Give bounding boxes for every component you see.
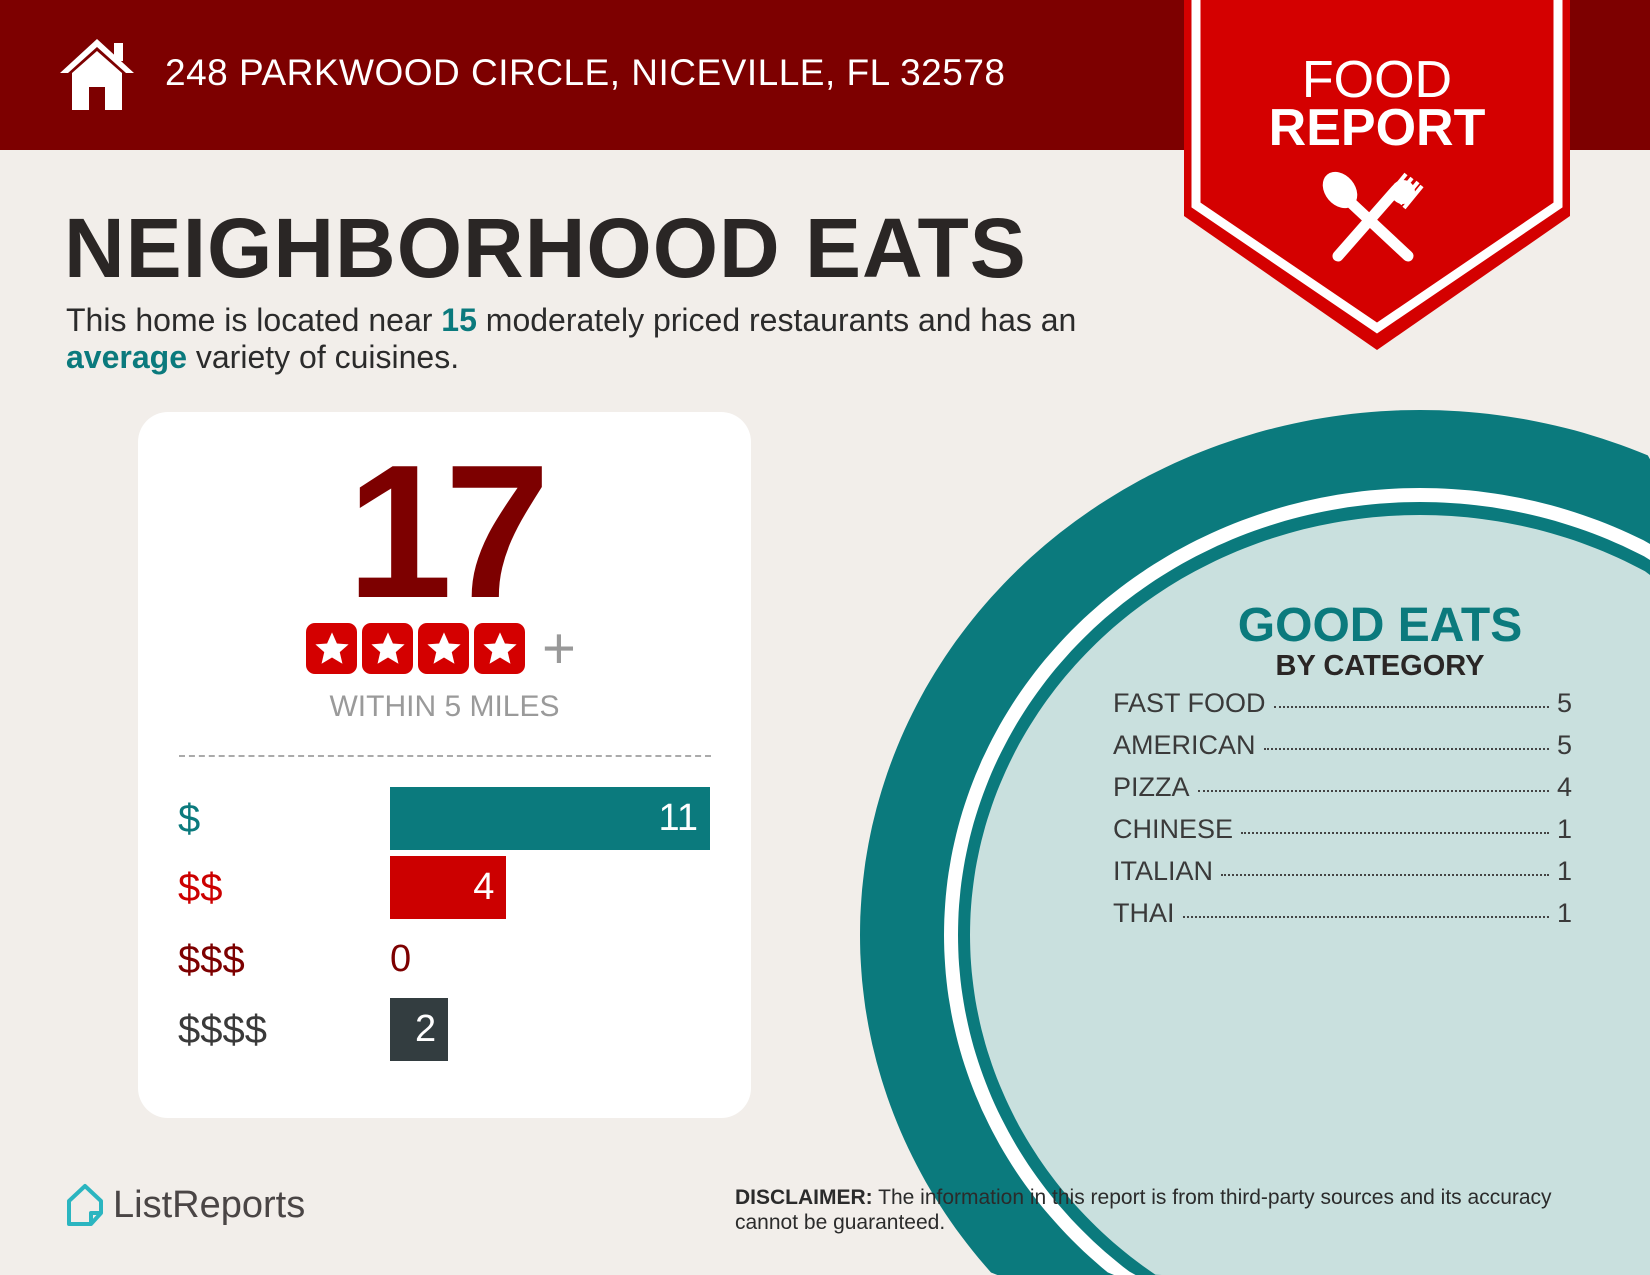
dot-leader: [1263, 748, 1549, 750]
price-row: $$$ 0: [178, 928, 711, 991]
category-name: FAST FOOD: [1113, 688, 1266, 718]
plate-center: [970, 515, 1650, 1275]
star-rating: +: [306, 615, 576, 681]
category-name: THAI: [1113, 898, 1175, 928]
price-row: $$$$ 2: [178, 998, 711, 1061]
ribbon-title-report: REPORT: [1268, 99, 1486, 157]
dot-leader: [1197, 790, 1549, 792]
category-name: ITALIAN: [1113, 856, 1214, 886]
category-name: PIZZA: [1113, 772, 1190, 802]
plus-sign: +: [542, 615, 576, 681]
utensils-icon: [1322, 171, 1424, 262]
category-item: AMERICAN 5: [1113, 730, 1572, 761]
listreports-logo: ListReports: [65, 1183, 305, 1227]
price-row: $$ 4: [178, 856, 711, 919]
category-item: THAI 1: [1113, 898, 1572, 929]
logo-text: ListReports: [113, 1183, 306, 1226]
category-count: 4: [1556, 772, 1572, 802]
category-count: 1: [1556, 814, 1572, 844]
category-count: 5: [1556, 730, 1572, 760]
category-count: 1: [1556, 856, 1572, 886]
category-item: PIZZA 4: [1113, 772, 1572, 803]
dot-leader: [1182, 916, 1549, 918]
category-name: AMERICAN: [1113, 730, 1256, 760]
ribbon-title-food: FOOD: [1301, 51, 1453, 109]
property-address: 248 PARKWOOD CIRCLE, NICEVILLE, FL 32578: [165, 52, 1006, 93]
category-item: CHINESE 1: [1113, 814, 1572, 845]
category-item: FAST FOOD 5: [1113, 688, 1572, 719]
listreports-logo-icon: [67, 1184, 103, 1226]
price-level-label: $: [178, 797, 201, 841]
category-count: 5: [1556, 688, 1572, 718]
distance-label: WITHIN 5 MILES: [329, 690, 560, 723]
price-level-label: $$$$: [178, 1008, 267, 1052]
categories-title: GOOD EATS: [1237, 599, 1523, 652]
food-report-ribbon: [1184, 0, 1570, 350]
star-icon: [418, 623, 469, 674]
restaurant-total: 17: [346, 426, 550, 638]
star-icon: [474, 623, 525, 674]
category-item: ITALIAN 1: [1113, 856, 1572, 887]
price-level-label: $$$: [178, 938, 245, 982]
dot-leader: [1241, 832, 1549, 834]
categories-subtitle: BY CATEGORY: [1275, 650, 1485, 682]
summary-card: 17 + WITHIN 5 MILES $11 $$ 4 $$$ 0 $$$$ 2: [138, 412, 751, 1118]
dot-leader: [1273, 706, 1549, 708]
star-icon: [306, 623, 357, 674]
dot-leader: [1221, 874, 1549, 876]
price-bar: 4: [390, 856, 507, 919]
price-bar-value: 0: [390, 938, 412, 980]
page-title: NEIGHBORHOOD EATS: [64, 201, 1027, 295]
category-count: 1: [1556, 898, 1572, 928]
intro-text: This home is located near 15 moderately …: [66, 302, 1077, 375]
category-name: CHINESE: [1113, 814, 1234, 844]
price-bar: 2: [390, 998, 449, 1061]
house-icon: [60, 39, 134, 110]
star-icon: [362, 623, 413, 674]
price-level-label: $$: [178, 866, 223, 910]
disclaimer: DISCLAIMER: The information in this repo…: [735, 1186, 1552, 1234]
divider: [179, 755, 711, 757]
price-row: $11: [178, 787, 711, 850]
price-bar: 11: [390, 787, 710, 850]
